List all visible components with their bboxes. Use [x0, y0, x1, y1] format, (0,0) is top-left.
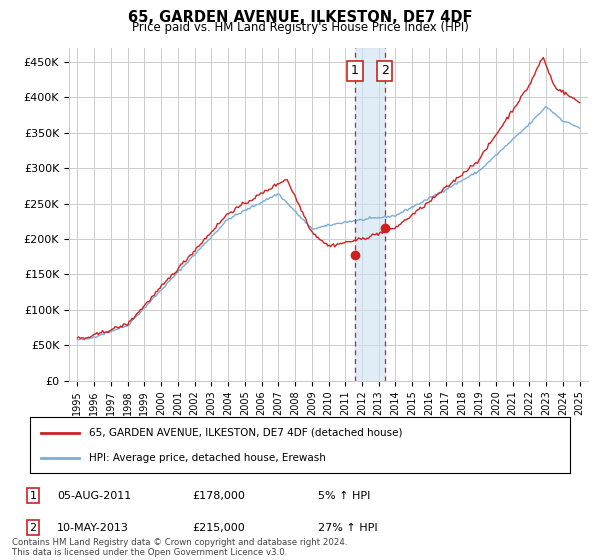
Text: £215,000: £215,000	[192, 522, 245, 533]
Text: 27% ↑ HPI: 27% ↑ HPI	[318, 522, 377, 533]
Text: £178,000: £178,000	[192, 491, 245, 501]
Text: 1: 1	[29, 491, 37, 501]
Text: Price paid vs. HM Land Registry's House Price Index (HPI): Price paid vs. HM Land Registry's House …	[131, 21, 469, 34]
Text: HPI: Average price, detached house, Erewash: HPI: Average price, detached house, Erew…	[89, 452, 326, 463]
Text: 05-AUG-2011: 05-AUG-2011	[57, 491, 131, 501]
Bar	[355, 48, 385, 381]
Text: Contains HM Land Registry data © Crown copyright and database right 2024.
This d: Contains HM Land Registry data © Crown c…	[12, 538, 347, 557]
Text: 1: 1	[351, 64, 359, 77]
Text: 65, GARDEN AVENUE, ILKESTON, DE7 4DF: 65, GARDEN AVENUE, ILKESTON, DE7 4DF	[128, 10, 472, 25]
Text: 65, GARDEN AVENUE, ILKESTON, DE7 4DF (detached house): 65, GARDEN AVENUE, ILKESTON, DE7 4DF (de…	[89, 428, 403, 438]
Text: 2: 2	[380, 64, 389, 77]
Text: 5% ↑ HPI: 5% ↑ HPI	[318, 491, 370, 501]
Text: 10-MAY-2013: 10-MAY-2013	[57, 522, 129, 533]
Text: 2: 2	[29, 522, 37, 533]
